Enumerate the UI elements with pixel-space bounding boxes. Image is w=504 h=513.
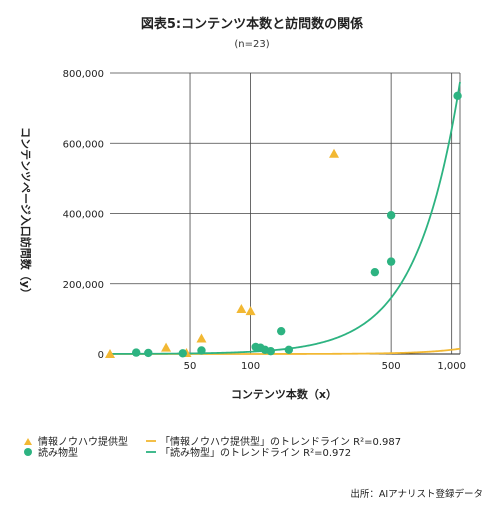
x-tick-label: 100: [241, 361, 260, 372]
chart-title: 図表5:コンテンツ本数と訪問数の関係: [141, 16, 363, 32]
x-tick-label: 50: [184, 361, 197, 372]
data-points: [105, 91, 462, 358]
y-axis-label: コンテンツページ入口訪問数（y）: [19, 127, 33, 299]
point-circle: [144, 348, 153, 358]
legend-series-info: 情報ノウハウ提供型: [38, 435, 128, 448]
legend-triangle-icon: [24, 438, 32, 445]
legend-trend-info: 「情報ノウハウ提供型」のトレンドライン R²=0.987: [160, 435, 401, 448]
source-note: 出所：AIアナリスト登録データ: [350, 488, 483, 500]
legend-series-read: 読み物型: [38, 446, 78, 459]
x-tick-label: 1,000: [437, 361, 466, 372]
point-circle: [132, 348, 141, 357]
point-triangle: [105, 349, 115, 358]
point-triangle: [161, 342, 172, 352]
y-tick-label: 400,000: [63, 210, 104, 221]
point-circle: [276, 326, 286, 336]
point-circle: [370, 267, 380, 277]
grid: [110, 72, 461, 355]
x-axis-label: コンテンツ本数（x）: [231, 387, 337, 401]
y-tick-label: 0: [98, 350, 104, 361]
tick-labels: 0 200,000 400,000 600,000 800,000 50 100 500 1,0…: [63, 69, 466, 372]
point-circle: [197, 346, 206, 355]
point-triangle: [196, 333, 207, 343]
trendlines: [110, 81, 461, 355]
legend-circle-icon: [24, 448, 32, 456]
x-tick-label: 500: [382, 361, 401, 372]
point-circle: [178, 349, 187, 358]
y-tick-label: 800,000: [63, 69, 104, 80]
y-tick-label: 200,000: [63, 280, 104, 291]
point-circle: [386, 257, 396, 266]
point-circle: [386, 211, 396, 220]
y-tick-label: 600,000: [63, 139, 104, 150]
point-circle: [266, 346, 275, 356]
point-triangle: [329, 148, 340, 158]
point-triangle: [245, 306, 256, 316]
chart-subtitle: (n=23): [234, 39, 269, 50]
point-circle: [453, 91, 462, 101]
point-triangle: [236, 304, 247, 314]
point-circle: [284, 345, 294, 354]
legend-trend-read: 「読み物型」のトレンドライン R²=0.972: [160, 446, 351, 459]
trendline-read: [110, 81, 461, 355]
